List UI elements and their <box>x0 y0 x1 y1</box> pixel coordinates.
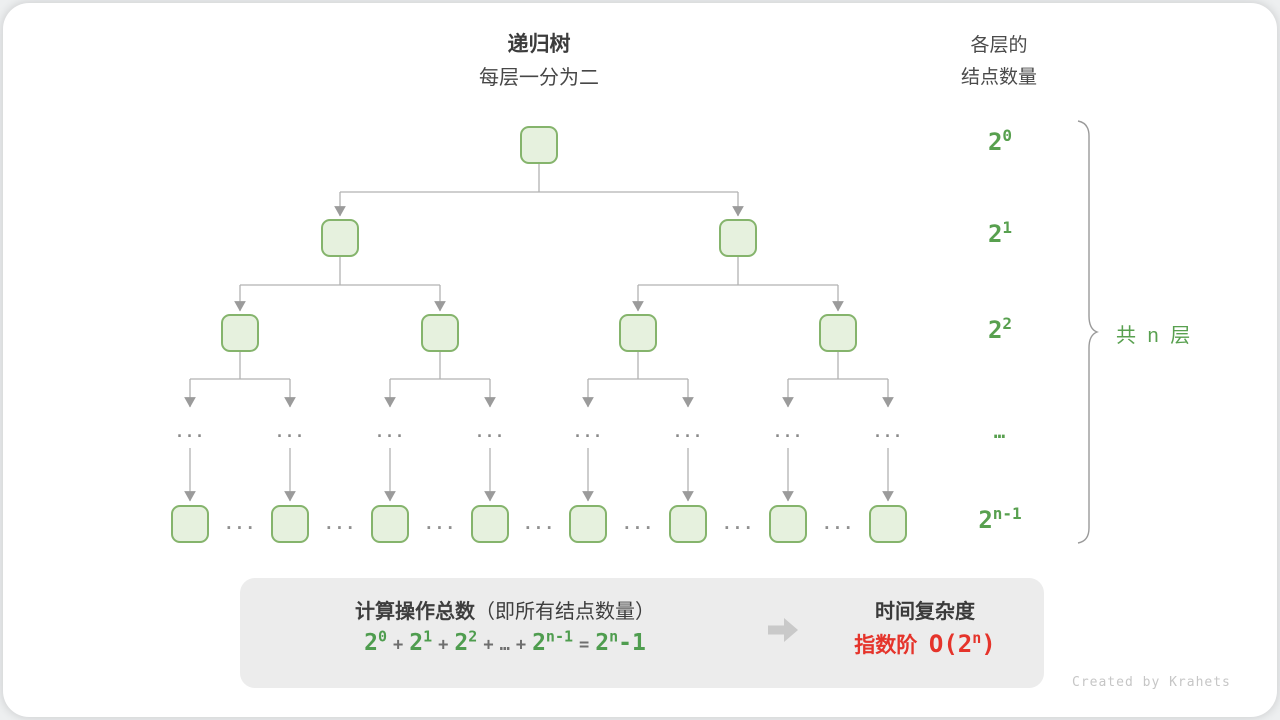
tree-node-leaf-3 <box>371 505 409 543</box>
tree-ellipsis-mid: ... <box>474 423 506 441</box>
tree-node-l2-b <box>719 219 757 257</box>
level-count-0: 20 <box>956 126 1044 157</box>
leaf-row-ellipsis: ... <box>523 514 555 533</box>
time-complexity-value: 指数阶 O(2n) <box>806 629 1044 659</box>
leaf-row-ellipsis: ... <box>822 514 854 533</box>
total-layers-label: 共 n 层 <box>1116 325 1194 347</box>
operations-total-title-note: （即所有结点数量） <box>475 601 655 623</box>
tree-node-leaf-8 <box>869 505 907 543</box>
formula-operator: + <box>515 635 527 655</box>
formula-term: 20 <box>364 627 388 656</box>
level-count-n-1: 2n-1 <box>956 504 1044 535</box>
formula-term: 21 <box>409 627 433 656</box>
tree-node-leaf-6 <box>669 505 707 543</box>
tree-ellipsis-mid: ... <box>374 423 406 441</box>
right-column-title-line1: 各层的 <box>970 35 1028 56</box>
leaf-row-ellipsis: ... <box>622 514 654 533</box>
level-count-base: 2 <box>987 128 1003 156</box>
leaf-row-ellipsis: ... <box>722 514 754 533</box>
tree-node-leaf-4 <box>471 505 509 543</box>
right-column-title-line2: 结点数量 <box>960 67 1037 88</box>
level-count-base: 2 <box>987 316 1003 344</box>
leaf-row-ellipsis: ... <box>224 514 256 533</box>
tree-node-root <box>520 126 558 164</box>
formula-ellipsis: … <box>499 635 510 655</box>
tree-ellipsis-mid: ... <box>174 423 206 441</box>
diagram-subtitle: 每层一分为二 <box>479 67 599 89</box>
tree-node-l3-c <box>619 314 657 352</box>
big-o-notation: O(2n) <box>928 629 996 658</box>
tree-node-leaf-5 <box>569 505 607 543</box>
level-count-exp: n-1 <box>992 504 1022 523</box>
leaf-row-ellipsis: ... <box>324 514 356 533</box>
formula-operator: + <box>393 635 404 655</box>
diagram-title: 递归树 <box>507 33 571 56</box>
tree-ellipsis-mid: ... <box>274 423 306 441</box>
tree-ellipsis-mid: ... <box>572 423 604 441</box>
leaf-row-ellipsis: ... <box>424 514 456 533</box>
complexity-order-label: 指数阶 <box>854 634 918 657</box>
tree-ellipsis-mid: ... <box>872 423 904 441</box>
tree-node-leaf-1 <box>171 505 209 543</box>
tree-node-leaf-7 <box>769 505 807 543</box>
level-count-base: 2 <box>987 220 1003 248</box>
formula-term: 2n-1 <box>532 627 574 656</box>
operations-total-title: 计算操作总数（即所有结点数量） <box>240 595 770 624</box>
time-complexity-title: 时间复杂度 <box>875 601 975 623</box>
tree-ellipsis-mid: ... <box>672 423 704 441</box>
formula-term: 22 <box>454 627 478 656</box>
level-count-ellipsis: … <box>993 421 1007 443</box>
formula-operator: + <box>483 635 494 655</box>
level-count-base: 2 <box>978 506 993 534</box>
operations-total-title-bold: 计算操作总数 <box>355 601 475 623</box>
level-count-2: 22 <box>956 314 1044 345</box>
watermark-credit: Created by Krahets <box>1072 675 1231 690</box>
level-count-exp: 1 <box>1002 218 1013 237</box>
tree-node-leaf-2 <box>271 505 309 543</box>
tree-ellipsis-mid: ... <box>772 423 804 441</box>
formula-operator: + <box>438 635 449 655</box>
tree-node-l3-a <box>221 314 259 352</box>
level-count-1: 21 <box>956 218 1044 249</box>
summary-box: 计算操作总数（即所有结点数量） 20 +21 +22 +… +2n-1 = 2n-1 时间复… <box>240 578 1044 688</box>
level-count-exp: 2 <box>1002 314 1013 333</box>
tree-node-l2-a <box>321 219 359 257</box>
formula-equals: = <box>579 635 590 655</box>
operations-sum-formula: 20 +21 +22 +… +2n-1 = 2n-1 <box>240 627 770 656</box>
result-arrow-icon <box>768 618 798 642</box>
level-count-exp: 0 <box>1002 126 1013 145</box>
formula-result: 2n-1 <box>595 627 646 656</box>
tree-node-l3-d <box>819 314 857 352</box>
tree-node-l3-b <box>421 314 459 352</box>
